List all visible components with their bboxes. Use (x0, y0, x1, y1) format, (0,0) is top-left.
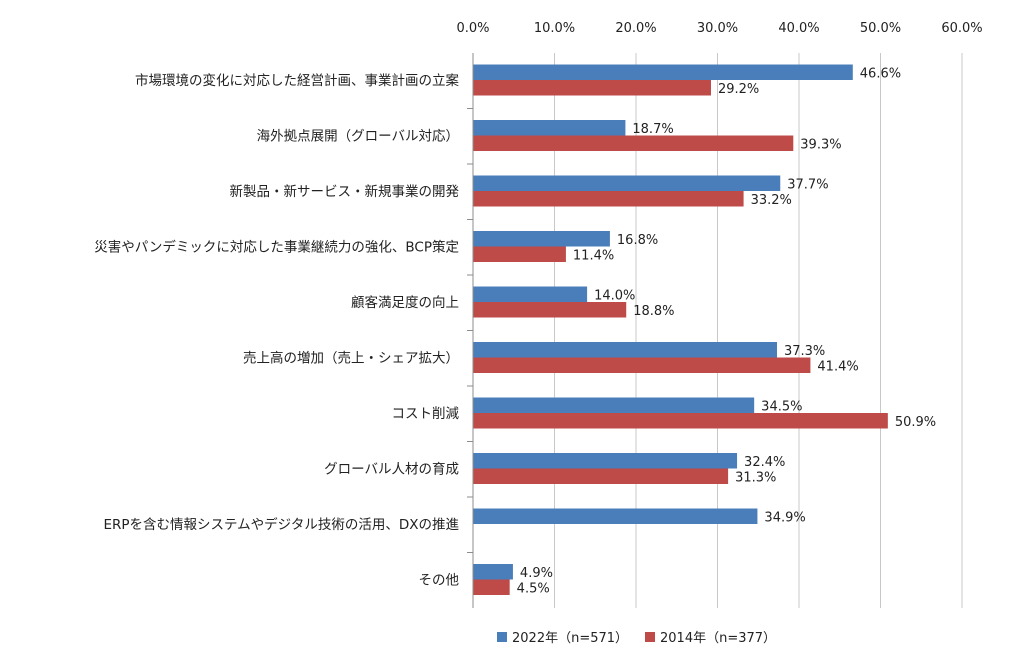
data-label-2022: 4.9% (520, 566, 553, 581)
x-tick-label: 20.0% (615, 21, 656, 36)
data-label-2014: 33.2% (751, 193, 792, 208)
category-label: 顧客満足度の向上 (351, 294, 459, 311)
bar-2022 (473, 231, 610, 247)
data-label-2014: 11.4% (573, 248, 614, 263)
data-label-2014: 50.9% (895, 415, 936, 430)
data-labels: 46.6% 29.2% 18.7% 39.3% 37.7%33.2% 16.8%11.4%… (517, 66, 936, 596)
legend-label-2022: 2022年（n=571） (512, 631, 628, 646)
bar-2014 (473, 246, 566, 262)
x-axis-ticks: 0.0% 10.0% 20.0% 30.0% 40.0% 50.0% 60.0% (456, 21, 982, 36)
bar-2014 (473, 135, 794, 151)
data-label-2022: 18.7% (632, 122, 673, 137)
bar-2022 (473, 64, 853, 80)
category-label: ERPを含む情報システムやデジタル技術の活用、DXの推進 (103, 516, 459, 533)
bar-2022 (473, 120, 626, 136)
legend-label-2014: 2014年（n=377） (660, 631, 776, 646)
bar-2022 (473, 286, 588, 302)
data-label-2022: 16.8% (617, 233, 658, 248)
data-label-2022: 14.0% (594, 288, 635, 303)
category-label: 海外拠点展開（グローバル対応） (257, 129, 459, 145)
y-axis (467, 53, 474, 608)
data-label-2014: 4.5% (517, 581, 550, 596)
data-label-2022: 34.5% (761, 399, 802, 414)
bar-2022 (473, 342, 777, 358)
data-label-2014: 29.2% (718, 82, 759, 97)
data-label-2014: 31.3% (735, 470, 776, 485)
bar-2022 (473, 397, 755, 413)
category-label: グローバル人材の育成 (324, 462, 459, 478)
bar-2014 (473, 191, 744, 207)
bar-2022 (473, 453, 738, 469)
bar-2022 (473, 508, 758, 524)
bar-2014 (473, 468, 729, 484)
data-label-2014: 41.4% (817, 359, 858, 374)
bar-2022 (473, 175, 781, 191)
x-tick-label: 0.0% (456, 21, 489, 36)
bar-2014 (473, 413, 888, 429)
x-tick-label: 40.0% (778, 21, 819, 36)
legend-swatch-2014 (645, 632, 655, 642)
bar-2014 (473, 357, 811, 373)
bar-2022 (473, 564, 513, 580)
category-label: 災害やパンデミックに対応した事業継続力の強化、BCP策定 (94, 239, 459, 256)
category-label: その他 (419, 573, 460, 589)
legend-swatch-2022 (497, 632, 507, 642)
data-label-2022: 37.3% (784, 344, 825, 359)
category-label: コスト削減 (392, 405, 460, 422)
x-tick-label: 50.0% (860, 21, 901, 36)
data-label-2014: 39.3% (800, 137, 841, 152)
bar-2014 (473, 579, 510, 595)
data-label-2022: 32.4% (744, 455, 785, 470)
x-tick-label: 60.0% (941, 21, 982, 36)
legend: 2022年（n=571） 2014年（n=377） (497, 631, 776, 646)
x-tick-label: 30.0% (697, 21, 738, 36)
x-tick-label: 10.0% (534, 21, 575, 36)
data-label-2022: 37.7% (787, 177, 828, 192)
bar-2014 (473, 302, 627, 318)
data-label-2022: 46.6% (860, 66, 901, 81)
category-label: 市場環境の変化に対応した経営計画、事業計画の立案 (135, 72, 459, 89)
category-label: 新製品・新サービス・新規事業の開発 (230, 184, 460, 200)
data-label-2014: 18.8% (633, 304, 674, 319)
bars (473, 64, 888, 595)
bar-2014 (473, 80, 711, 96)
category-label: 売上高の増加（売上・シェア拡大） (243, 350, 459, 367)
data-label-2022: 34.9% (764, 510, 805, 525)
